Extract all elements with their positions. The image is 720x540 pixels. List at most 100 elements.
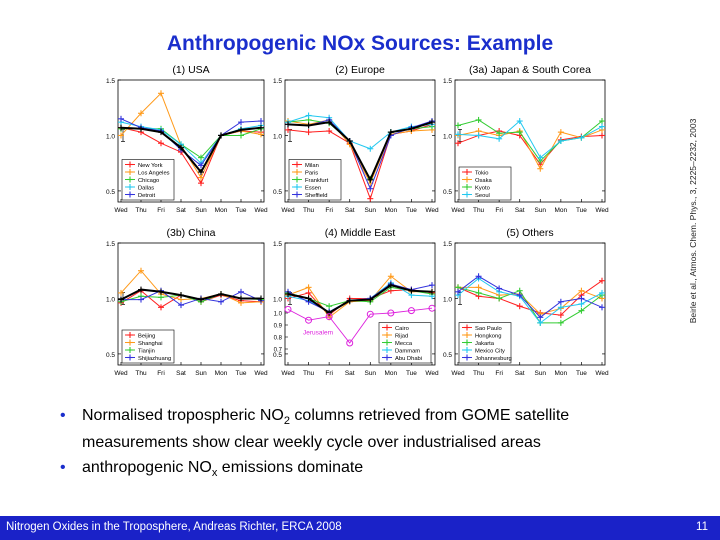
y-tick-label: 1.0 (443, 296, 452, 303)
legend-label: Kyoto (475, 185, 490, 191)
x-tick-label: Wed (425, 207, 439, 214)
x-tick-label: Sat (345, 370, 355, 377)
y-tick-label: 1.5 (106, 241, 115, 248)
x-tick-label: Mon (215, 370, 228, 377)
x-tick-label: Fri (325, 207, 333, 214)
legend-label: Frankfurt (305, 178, 329, 184)
bullet-text-post: columns retrieved from GOME satellite me… (82, 407, 570, 452)
x-tick-label: Thu (303, 207, 315, 214)
y-tick-label: 1.5 (273, 241, 282, 248)
chart-panel: (5) Others 1.5 1.0 0.5 Wed Thu Fri Sat Sun Mon Tue… (443, 227, 609, 377)
series-line (287, 284, 433, 315)
chart-panel: (2) Europe 1.5 1.0 0.5 Wed Thu Fri Sat Sun Mon Tue… (273, 64, 439, 214)
legend-label: Dallas (138, 185, 154, 191)
series-line (120, 269, 262, 304)
y-tick-label: 0.5 (106, 189, 115, 196)
weekly-cycle-charts: (1) USA 1.5 1.0 0.5 Wed Thu Fri Sat Sun Mon Tue Wed… (106, 64, 609, 377)
y-tick-label: 1.0 (106, 133, 115, 140)
x-tick-label: Fri (157, 370, 165, 377)
legend-label: Osaka (475, 178, 493, 184)
page-number: 11 (696, 521, 708, 533)
slide-title: Anthropogenic NOx Sources: Example (166, 32, 554, 55)
y-tick-label: 1.5 (443, 78, 452, 85)
bullet-text-pre: anthropogenic NO (82, 459, 212, 477)
jerusalem-inset: 1.0 0.9 0.8 0.7 Jerusalem (274, 304, 436, 354)
legend-label: Paris (305, 170, 318, 176)
series-line (120, 126, 262, 174)
series-line (457, 277, 603, 324)
series-line (458, 286, 603, 315)
legend-label: Shanghai (138, 341, 163, 347)
x-tick-label: Fri (157, 207, 165, 214)
x-tick-label: Mon (555, 207, 568, 214)
x-tick-label: Sun (534, 370, 546, 377)
legend-label: Jakarta (475, 341, 495, 347)
x-tick-label: Wed (254, 207, 268, 214)
y-tick-label: 1.0 (273, 133, 282, 140)
legend-label: Tokio (475, 170, 489, 176)
y-tick-label: 1.5 (106, 78, 115, 85)
legend-label: Abu Dhabi (395, 356, 422, 362)
inset-y-tick-label: 0.9 (274, 324, 283, 330)
legend-label: Hongkong (475, 333, 501, 339)
series-line (121, 290, 262, 306)
x-tick-label: Sun (364, 207, 376, 214)
bullet-subscript: x (211, 467, 218, 480)
legend-label: Rijad (395, 333, 408, 339)
panel-title: (4) Middle East (325, 227, 396, 239)
data-point (387, 309, 395, 317)
x-tick-label: Thu (135, 370, 147, 377)
x-tick-label: Wed (451, 370, 465, 377)
x-tick-label: Wed (595, 370, 609, 377)
x-tick-label: Wed (114, 370, 128, 377)
data-point (305, 316, 313, 324)
footer-bar: Nitrogen Oxides in the Troposphere, Andr… (0, 516, 720, 540)
x-tick-label: Thu (135, 207, 147, 214)
series-line (287, 114, 433, 150)
citation-text: Beirle et al., Atmos. Chem. Phys., 3, 22… (688, 118, 698, 324)
x-tick-label: Wed (281, 207, 295, 214)
y-tick-label: 1.0 (106, 296, 115, 303)
y-tick-label: 1.0 (273, 296, 282, 303)
x-tick-label: Fri (495, 207, 503, 214)
y-tick-label: 1.5 (273, 78, 282, 85)
x-tick-label: Mon (385, 207, 398, 214)
x-tick-label: Tue (576, 370, 587, 377)
x-tick-label: Mon (385, 370, 398, 377)
x-tick-label: Tue (236, 370, 247, 377)
chart-panel: (1) USA 1.5 1.0 0.5 Wed Thu Fri Sat Sun Mon Tue Wed… (106, 64, 268, 214)
panel-title: (2) Europe (335, 64, 385, 76)
bullet-subscript: 2 (283, 415, 290, 428)
legend-label: New York (138, 163, 163, 169)
legend-label: Essen (305, 185, 321, 191)
legend-label: Tianjin (138, 348, 155, 354)
y-tick-label: 0.5 (273, 189, 282, 196)
chart-panel: (3b) China 1.5 1.0 0.5 Wed Thu Fri Sat Sun Mon Tue… (106, 227, 268, 377)
data-point (284, 305, 292, 313)
x-tick-label: Wed (595, 207, 609, 214)
legend-label: Shijiazhuang (138, 356, 171, 362)
legend-label: Sao Paulo (475, 326, 502, 332)
x-tick-label: Tue (406, 207, 417, 214)
x-tick-label: Tue (576, 207, 587, 214)
panel-title: (5) Others (506, 227, 553, 239)
series-line (457, 120, 603, 159)
y-tick-label: 0.5 (106, 352, 115, 359)
x-tick-label: Wed (254, 370, 268, 377)
series-line (457, 275, 603, 318)
x-tick-label: Tue (406, 370, 417, 377)
x-tick-label: Sun (364, 370, 376, 377)
legend-label: Cairo (395, 326, 409, 332)
panel-title: (1) USA (172, 64, 209, 76)
bullet-list: • Normalised tropospheric NO2 columns re… (60, 405, 620, 488)
data-point (407, 307, 415, 315)
x-tick-label: Wed (281, 370, 295, 377)
legend-label: Mecca (395, 341, 413, 347)
inset-label: Jerusalem (303, 330, 333, 337)
x-tick-label: Sat (515, 207, 525, 214)
bullet-item: • Normalised tropospheric NO2 columns re… (60, 405, 620, 453)
bullet-text-pre: Normalised tropospheric NO (82, 407, 284, 424)
series-line (120, 118, 262, 167)
y-tick-label: 0.5 (443, 189, 452, 196)
legend-label: Chicago (138, 178, 159, 184)
